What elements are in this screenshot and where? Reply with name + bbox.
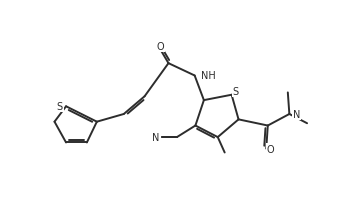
Text: O: O	[266, 144, 274, 154]
Text: S: S	[232, 86, 238, 96]
Text: O: O	[156, 42, 164, 52]
Text: N: N	[293, 109, 300, 119]
Text: NH: NH	[201, 71, 216, 81]
Text: S: S	[57, 102, 63, 112]
Text: N: N	[152, 132, 159, 142]
